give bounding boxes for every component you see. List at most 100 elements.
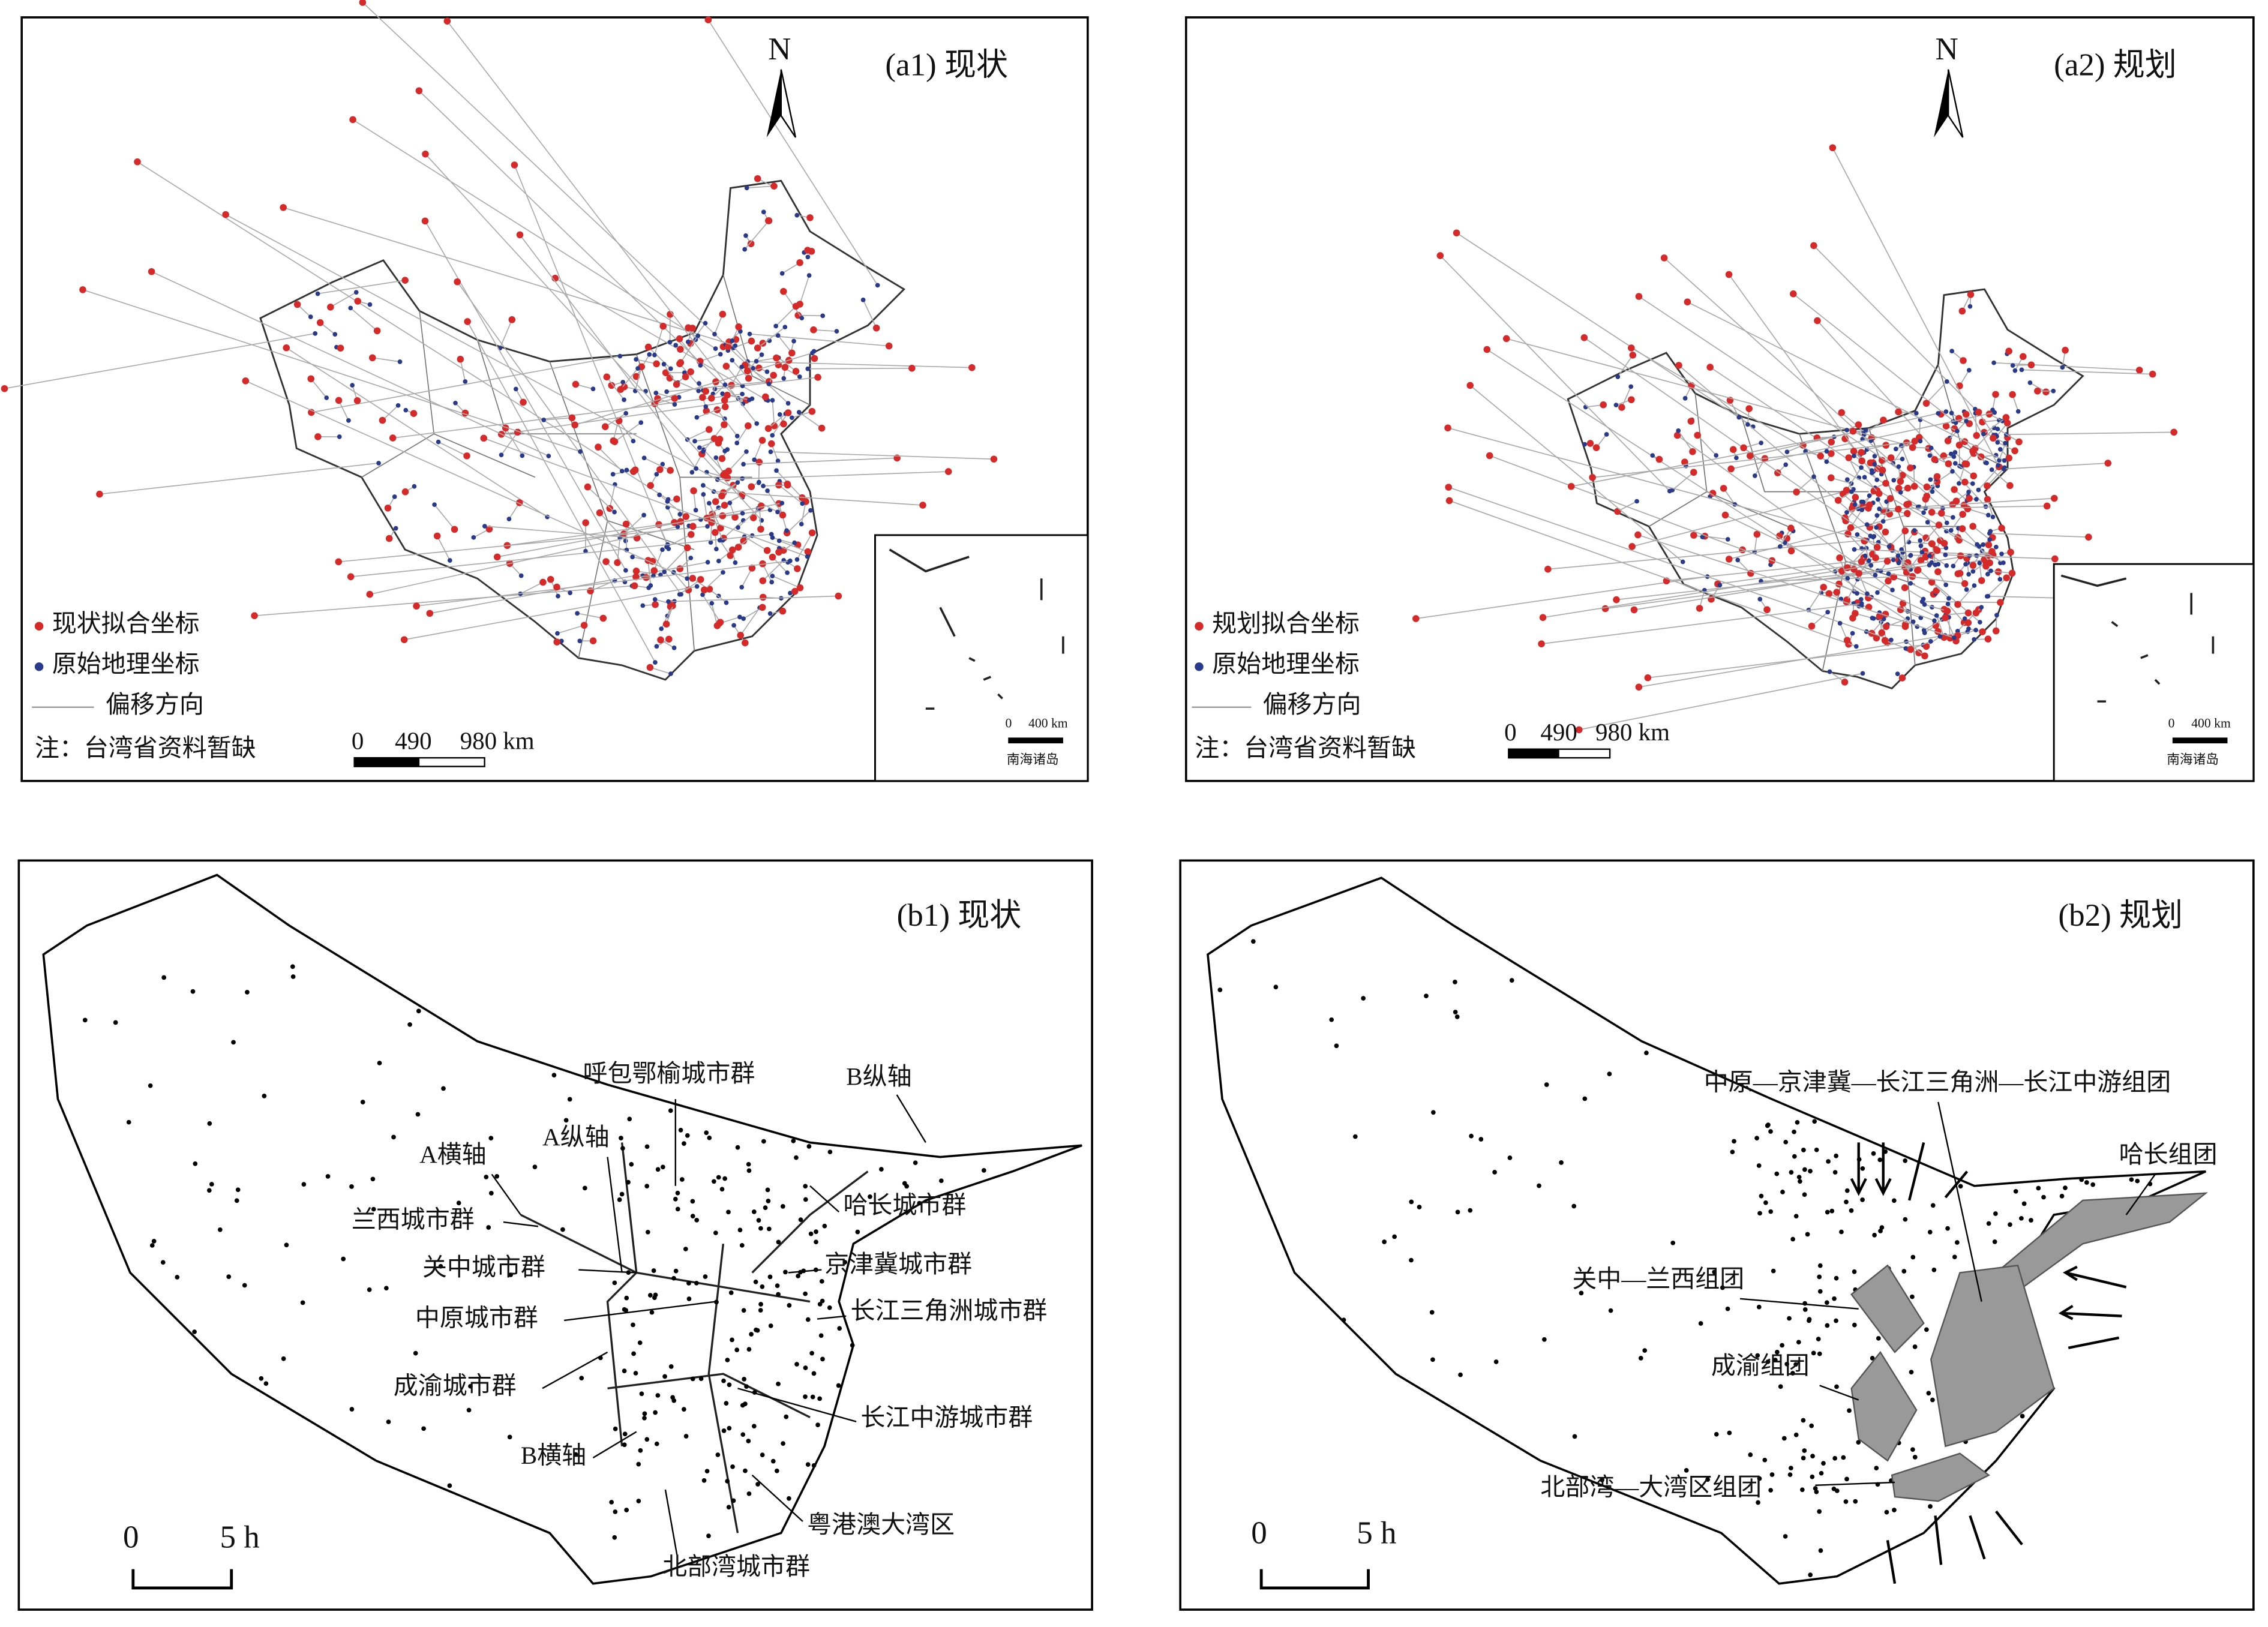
original-point xyxy=(1930,489,1935,494)
original-point xyxy=(734,440,740,446)
fitted-point xyxy=(520,398,527,406)
city-point xyxy=(2059,1193,2065,1199)
original-point xyxy=(583,548,588,554)
offset-line xyxy=(1972,526,1990,541)
original-point xyxy=(393,526,398,531)
fitted-point xyxy=(599,614,607,622)
city-point xyxy=(1993,1211,1998,1216)
original-point xyxy=(705,524,710,529)
offset-line xyxy=(1910,641,1931,650)
city-point xyxy=(377,1061,382,1065)
city-point xyxy=(740,1432,746,1437)
fitted-point xyxy=(755,458,763,466)
offset-line xyxy=(1730,412,1995,470)
original-point xyxy=(653,660,658,665)
original-point xyxy=(735,480,740,485)
original-point xyxy=(668,366,673,371)
inset-frame xyxy=(2053,563,2255,782)
city-point xyxy=(1841,1455,1846,1460)
city-point xyxy=(1431,1110,1436,1115)
offset-line xyxy=(862,299,877,329)
offset-line xyxy=(1687,301,2005,461)
north-arrow xyxy=(780,69,797,138)
original-point xyxy=(705,560,710,565)
offset-line xyxy=(1967,508,1989,516)
original-point xyxy=(739,364,744,370)
offset-line xyxy=(1945,612,1969,616)
offset-line xyxy=(500,431,518,455)
original-point xyxy=(1943,583,1949,587)
fitted-point xyxy=(443,17,451,25)
original-point xyxy=(805,366,811,371)
offset-line xyxy=(1547,539,1867,570)
offset-line xyxy=(484,526,637,539)
city-point xyxy=(686,1296,692,1301)
leader-line xyxy=(664,1489,678,1555)
offset-line xyxy=(362,2,789,404)
offset-line xyxy=(1918,497,2054,508)
original-point xyxy=(1861,500,1866,505)
fitted-point xyxy=(1601,605,1609,613)
fitted-point xyxy=(657,636,664,644)
city-point xyxy=(820,1356,825,1362)
original-point xyxy=(707,500,712,506)
fitted-point xyxy=(818,424,826,432)
fitted-point xyxy=(773,354,780,362)
original-point xyxy=(1973,628,1978,633)
city-point xyxy=(661,1164,665,1170)
fitted-point xyxy=(516,231,524,239)
original-point xyxy=(672,402,677,407)
original-point xyxy=(1852,547,1857,552)
original-point xyxy=(432,502,437,508)
city-point xyxy=(1607,1071,1612,1076)
map xyxy=(1412,144,2177,734)
fitted-point xyxy=(1567,482,1575,490)
fitted-point xyxy=(1992,627,2000,635)
fitted-point xyxy=(580,622,588,629)
offset-line xyxy=(1439,255,1670,492)
city-point xyxy=(1781,1436,1787,1441)
fitted-point xyxy=(1412,615,1420,622)
city-point xyxy=(1802,1307,1808,1312)
original-point xyxy=(1650,453,1655,458)
offset-line xyxy=(404,586,697,641)
original-point xyxy=(688,556,694,560)
original-point xyxy=(1953,420,1958,425)
original-point xyxy=(1988,568,1993,574)
original-point xyxy=(395,403,401,408)
original-point xyxy=(714,547,719,552)
fitted-point xyxy=(480,434,488,442)
city-point xyxy=(662,1374,667,1379)
original-point xyxy=(1866,558,1871,563)
city-point xyxy=(619,1191,625,1197)
original-point xyxy=(1918,544,1924,548)
original-point xyxy=(1952,450,1958,455)
city-point xyxy=(1834,1153,1839,1158)
city-point xyxy=(263,1381,269,1386)
city-point xyxy=(1812,1119,1817,1124)
offset-line xyxy=(350,307,378,331)
city-point xyxy=(1792,1129,1796,1134)
fitted-point xyxy=(719,310,727,318)
city-point xyxy=(746,1491,752,1496)
cluster-area xyxy=(1891,1452,1990,1502)
fitted-point xyxy=(1898,674,1906,682)
city-point xyxy=(1955,1240,1960,1245)
fitted-point xyxy=(413,602,420,610)
city-point xyxy=(259,1376,264,1381)
city-point xyxy=(1757,1476,1762,1481)
fitted-point xyxy=(608,382,616,389)
region-label: 呼包鄂榆城市群 xyxy=(583,1059,755,1087)
city-point xyxy=(1720,1285,1725,1290)
fitted-point xyxy=(747,240,755,248)
offset-line xyxy=(286,347,548,518)
city-point xyxy=(794,1362,799,1367)
city-point xyxy=(842,1260,848,1265)
leader-line xyxy=(592,1431,637,1458)
city-point xyxy=(701,1478,707,1483)
original-point xyxy=(1844,428,1850,433)
fitted-point xyxy=(1684,298,1691,306)
city-point xyxy=(1698,1321,1703,1326)
city-point xyxy=(1796,1340,1801,1345)
fitted-point xyxy=(764,425,772,433)
